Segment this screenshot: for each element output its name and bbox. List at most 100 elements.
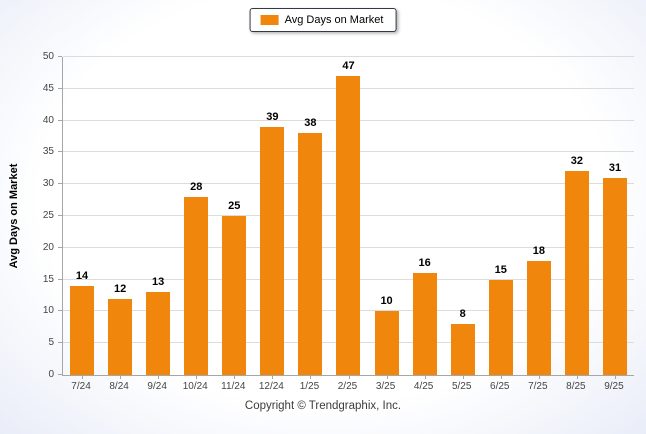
x-tick-mark	[234, 376, 236, 379]
gridline	[63, 56, 634, 57]
bar	[260, 126, 285, 375]
bar	[526, 260, 551, 375]
bar	[450, 324, 475, 375]
x-tick-mark	[386, 376, 388, 379]
y-tick-label: 40	[42, 114, 54, 126]
x-tick-label: 6/25	[490, 381, 510, 392]
x-tick-label: 4/25	[413, 381, 434, 392]
bar-value-label: 16	[418, 257, 431, 270]
bar-slot: 38	[291, 57, 329, 375]
y-tick-label: 15	[42, 273, 54, 285]
bar-value-label: 8	[459, 308, 466, 321]
bar	[564, 171, 589, 375]
bar-slot: 16	[406, 57, 444, 375]
y-tick-label: 20	[42, 241, 54, 253]
bar	[412, 273, 437, 375]
x-tick-mark	[500, 376, 502, 379]
x-tick-label: 8/25	[566, 381, 586, 392]
bar	[70, 285, 95, 375]
x-tick-mark	[348, 376, 350, 379]
y-tick-mark	[58, 56, 62, 57]
x-tick-mark	[158, 376, 160, 379]
x-tick-mark	[424, 376, 426, 379]
bar-value-label: 31	[608, 161, 622, 174]
y-tick-mark	[58, 246, 62, 248]
bar-slot: 31	[596, 57, 634, 375]
legend-label: Avg Days on Market	[284, 14, 384, 26]
bar	[222, 216, 247, 375]
y-tick-mark	[58, 310, 62, 312]
bar-slot: 15	[482, 57, 520, 375]
bar	[184, 196, 209, 375]
plot-area: 14 12 13 28 25 39 38 47 10 16 8 15 18 32 31	[58, 56, 634, 379]
bar-value-label: 18	[532, 244, 545, 257]
x-tick-label: 12/24	[258, 381, 284, 392]
x-tick-mark	[538, 376, 540, 379]
bar-slot: 28	[177, 57, 215, 375]
bar-slot: 18	[520, 57, 558, 375]
bar-value-label: 12	[113, 282, 127, 295]
y-tick-mark	[58, 87, 62, 89]
y-tick-label: 45	[42, 82, 54, 94]
bar-slot: 32	[558, 57, 596, 375]
x-tick-label: 10/24	[182, 381, 208, 392]
bar-slot: 25	[215, 57, 253, 375]
y-tick-label: 0	[48, 369, 54, 380]
y-tick-label: 10	[42, 305, 54, 317]
y-tick-label: 35	[42, 146, 54, 158]
bar	[298, 133, 323, 375]
bar-value-label: 15	[494, 263, 507, 276]
bar	[488, 279, 513, 375]
y-tick-label: 25	[42, 210, 54, 221]
bar	[108, 298, 133, 375]
bar	[146, 292, 171, 375]
x-tick-label: 9/25	[604, 381, 624, 392]
bar-slot: 14	[63, 57, 101, 375]
x-tick-mark	[576, 376, 578, 379]
y-tick-mark	[58, 278, 62, 280]
y-tick-mark	[58, 151, 62, 153]
bar-value-label: 13	[152, 276, 165, 289]
legend-swatch-icon	[260, 15, 279, 25]
bar-slot: 8	[444, 57, 482, 375]
copyright-text: Copyright © Trendgraphix, Inc.	[244, 400, 402, 412]
y-tick-mark	[58, 183, 62, 185]
y-tick-label: 30	[42, 178, 54, 190]
bar-value-label: 47	[342, 60, 355, 73]
bar-value-label: 32	[570, 155, 584, 168]
bar-slot: 13	[139, 57, 177, 375]
bar-slot: 10	[368, 57, 406, 375]
x-tick-label: 9/24	[147, 381, 167, 392]
bar-value-label: 39	[266, 110, 279, 123]
x-tick-label: 8/24	[109, 381, 129, 392]
x-tick-mark	[272, 376, 274, 379]
bar-slot: 39	[253, 57, 291, 375]
x-tick-mark	[196, 376, 198, 379]
x-axis-tick-labels: 7/24 8/24 9/24 10/24 11/24 12/24 1/25 2/25 3/25 4…	[62, 381, 633, 395]
bar-value-label: 14	[75, 269, 89, 282]
bar-value-label: 10	[380, 295, 393, 308]
y-axis-tick-labels: 0 5 10 15 20 25 30 35 40 45 50	[0, 51, 54, 380]
y-tick-label: 5	[48, 337, 54, 349]
x-tick-mark	[462, 376, 464, 379]
x-tick-mark	[310, 376, 312, 379]
y-tick-mark	[58, 374, 62, 375]
y-tick-mark	[58, 342, 62, 344]
bar-value-label: 28	[190, 180, 203, 193]
bar-value-label: 38	[304, 117, 317, 130]
bar	[602, 177, 627, 375]
bar	[336, 76, 361, 375]
x-tick-label: 2/25	[337, 381, 358, 392]
y-tick-label: 50	[42, 51, 54, 62]
x-tick-label: 5/25	[451, 381, 472, 392]
x-tick-label: 11/24	[221, 381, 246, 392]
x-tick-mark	[120, 376, 122, 379]
bar-slot: 47	[329, 57, 367, 375]
x-tick-label: 1/25	[299, 381, 320, 392]
bar	[374, 311, 399, 375]
x-tick-mark	[614, 376, 616, 379]
x-tick-label: 7/24	[71, 381, 91, 392]
bar-value-label: 25	[228, 200, 241, 212]
legend: Avg Days on Market	[249, 8, 397, 32]
